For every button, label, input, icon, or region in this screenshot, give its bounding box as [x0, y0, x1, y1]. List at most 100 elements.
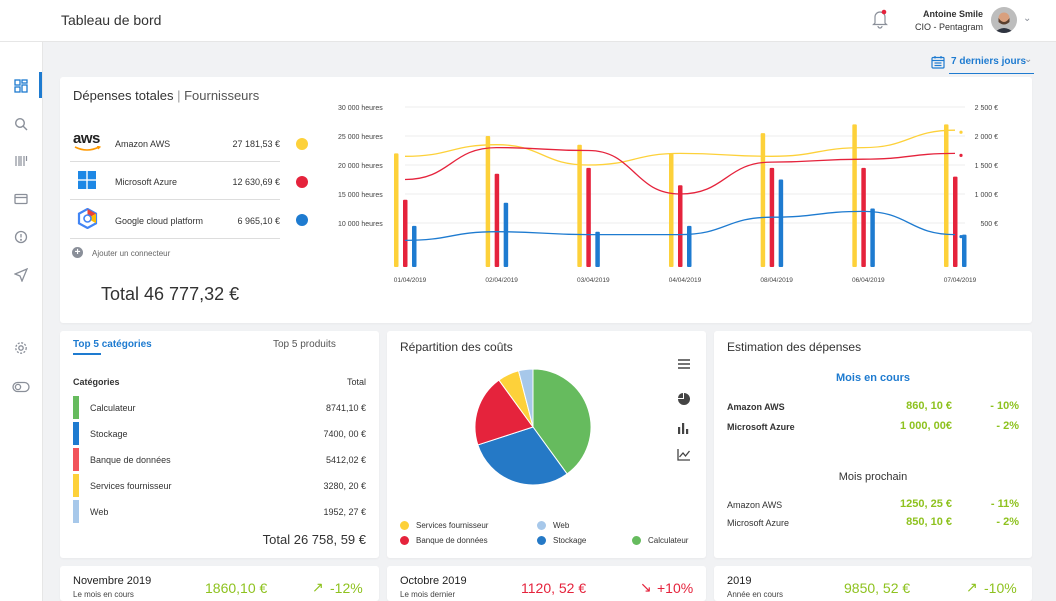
search-icon[interactable]	[10, 113, 32, 135]
category-name: Stockage	[90, 429, 128, 439]
summary-value: 1860,10 €	[205, 580, 268, 596]
trend-up-icon: ↗	[966, 579, 978, 595]
bar	[861, 167, 866, 267]
tab-top5-categories[interactable]: Top 5 catégories	[73, 339, 152, 350]
bar	[503, 202, 509, 267]
pie-slice[interactable]	[474, 379, 534, 446]
legend-dot	[400, 521, 409, 530]
estimate-pct: - 11%	[990, 498, 1019, 510]
category-value: 1952, 27 €	[323, 507, 366, 517]
category-color-bar	[73, 474, 79, 497]
avatar[interactable]	[991, 7, 1017, 33]
period-chevron-icon[interactable]: ⌄	[1024, 54, 1033, 65]
spend-title-sep: |	[177, 88, 181, 103]
y2-tick-label: 500 €	[980, 221, 998, 228]
x-tick-label: 08/04/2019	[760, 277, 793, 284]
pie-slice[interactable]	[477, 426, 568, 486]
next-month-label: Mois prochain	[838, 471, 908, 483]
provider-color-dot	[296, 176, 308, 188]
legend-label: Stockage	[553, 536, 587, 545]
summary-card: Novembre 2019 Le mois en cours 1860,10 €…	[60, 566, 379, 601]
google-cloud-logo-icon	[77, 207, 98, 234]
bar	[778, 179, 784, 267]
legend-label: Calculateur	[648, 536, 689, 545]
period-underline	[949, 73, 1034, 74]
y-tick-label: 20 000 heures	[338, 163, 383, 170]
category-value: 5412,02 €	[325, 455, 366, 465]
active-indicator	[39, 72, 42, 98]
barcode-icon[interactable]	[10, 150, 32, 172]
summary-value: 1120, 52 €	[521, 580, 587, 596]
estimate-title: Estimation des dépenses	[727, 340, 862, 354]
estimate-value: 1 000, 00€	[900, 420, 952, 432]
category-name: Banque de données	[90, 455, 171, 465]
y2-tick-label: 1 000 €	[975, 192, 998, 199]
provider-name: Microsoft Azure	[115, 177, 178, 187]
add-connector-link[interactable]: Ajouter un connecteur	[92, 249, 171, 258]
provider-color-dot	[296, 214, 308, 226]
x-tick-label: 07/04/2019	[944, 277, 977, 284]
card-icon[interactable]	[10, 188, 32, 210]
trend-down-icon: ↘	[640, 579, 652, 595]
bar	[760, 133, 766, 267]
estimate-pct: - 2%	[996, 420, 1019, 432]
category-color-bar	[73, 396, 79, 419]
spend-title-main: Dépenses totales	[73, 88, 174, 103]
line-chart-icon[interactable]	[677, 448, 691, 466]
trend-up-icon: ↗	[312, 579, 324, 595]
tab-underline	[73, 353, 101, 355]
notification-bell-icon[interactable]	[872, 9, 888, 34]
user-menu-chevron-icon[interactable]: ⌄	[1023, 13, 1032, 24]
estimate-pct: - 10%	[990, 400, 1019, 412]
category-name: Services fournisseur	[90, 481, 172, 491]
estimate-provider: Amazon AWS	[727, 402, 785, 412]
spend-total: Total 46 777,32 €	[101, 284, 240, 304]
pie-slice[interactable]	[532, 368, 592, 475]
provider-name: Google cloud platform	[115, 216, 204, 226]
series-line	[404, 146, 956, 195]
provider-amount: 6 965,10 €	[237, 216, 280, 226]
bar-chart-icon[interactable]	[677, 421, 690, 439]
category-name: Calculateur	[90, 403, 136, 413]
dashboard-icon[interactable]	[10, 75, 32, 97]
provider-amount: 12 630,69 €	[232, 177, 280, 187]
y-tick-label: 25 000 heures	[338, 134, 383, 141]
col-categories: Catégories	[73, 377, 120, 387]
legend-dot	[632, 536, 641, 545]
tab-top5-products[interactable]: Top 5 produits	[273, 339, 336, 350]
provider-name: Amazon AWS	[115, 139, 171, 149]
x-tick-label: 01/04/2019	[394, 277, 427, 284]
bar	[870, 208, 875, 267]
summary-period: Novembre 2019	[73, 575, 152, 587]
category-value: 8741,10 €	[325, 403, 366, 413]
send-icon[interactable]	[10, 264, 32, 286]
costs-card: Répartition des coûts Services fournisse…	[387, 331, 706, 558]
menu-icon[interactable]	[677, 357, 691, 375]
series-end-point	[959, 235, 963, 239]
calendar-icon[interactable]	[931, 55, 945, 74]
settings-icon[interactable]	[10, 337, 32, 359]
toggle-icon[interactable]	[10, 376, 32, 398]
pie-slice[interactable]	[517, 368, 534, 428]
top5-card: Top 5 catégories Top 5 produits Catégori…	[60, 331, 379, 558]
summary-sub: Année en cours	[727, 590, 784, 599]
alert-icon[interactable]	[10, 226, 32, 248]
y-tick-label: 30 000 heures	[338, 105, 383, 112]
period-selector[interactable]: 7 derniers jours	[951, 56, 1027, 67]
legend-label: Web	[553, 521, 570, 530]
summary-change: +10%	[657, 580, 694, 596]
add-icon[interactable]: +	[72, 247, 83, 258]
summary-period: 2019	[727, 575, 752, 587]
pie-chart-icon[interactable]	[678, 392, 690, 410]
summary-change: -10%	[984, 580, 1017, 596]
bar	[953, 176, 958, 267]
bar	[595, 231, 600, 267]
aws-logo: aws	[73, 131, 103, 152]
summary-change: -12%	[330, 580, 363, 596]
bar	[852, 124, 857, 268]
user-role: CIO - Pentagram	[914, 22, 983, 32]
current-month-label: Mois en cours	[836, 372, 910, 384]
divider	[70, 238, 280, 239]
summary-card: 2019 Année en cours 9850, 52 € ↗ -10%	[714, 566, 1032, 601]
summary-value: 9850, 52 €	[844, 580, 911, 596]
